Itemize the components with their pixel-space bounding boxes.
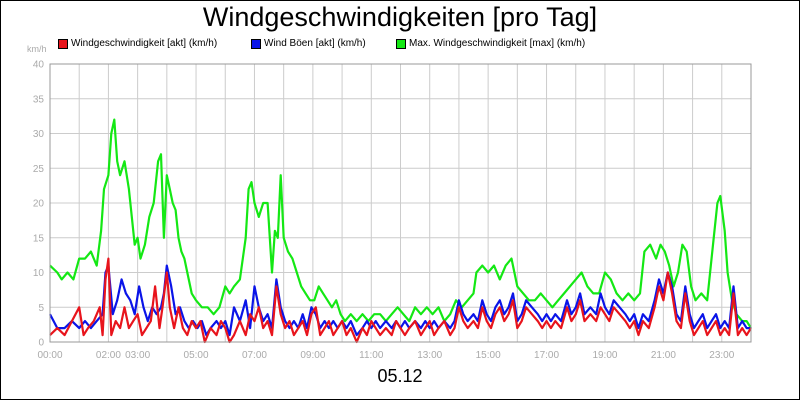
y-tick-label: 0 (38, 338, 44, 349)
y-tick-label: 10 (33, 268, 45, 279)
y-tick-label: 25 (33, 164, 45, 175)
x-tick-label: 09:00 (300, 350, 325, 361)
y-tick-label: 15 (33, 233, 45, 244)
y-tick-label: 5 (38, 303, 44, 314)
y-tick-label: 30 (33, 129, 45, 140)
y-tick-label: 40 (33, 60, 45, 71)
x-tick-label: 23:00 (709, 350, 734, 361)
x-tick-label: 13:00 (417, 350, 442, 361)
x-tick-label: 03:00 (125, 350, 150, 361)
x-tick-label: 02:00 (96, 350, 121, 361)
x-tick-label: 05:00 (184, 350, 209, 361)
x-tick-label: 15:00 (476, 350, 501, 361)
x-tick-label: 17:00 (534, 350, 559, 361)
x-tick-label: 19:00 (592, 350, 617, 361)
x-tick-label: 21:00 (651, 350, 676, 361)
x-tick-label: 11:00 (359, 350, 384, 361)
x-tick-label: 07:00 (242, 350, 267, 361)
x-tick-label: 00:00 (37, 350, 62, 361)
grid (50, 64, 751, 342)
y-tick-label: 20 (33, 199, 45, 210)
y-tick-label: 35 (33, 94, 45, 105)
date-label: 05.12 (0, 366, 800, 387)
